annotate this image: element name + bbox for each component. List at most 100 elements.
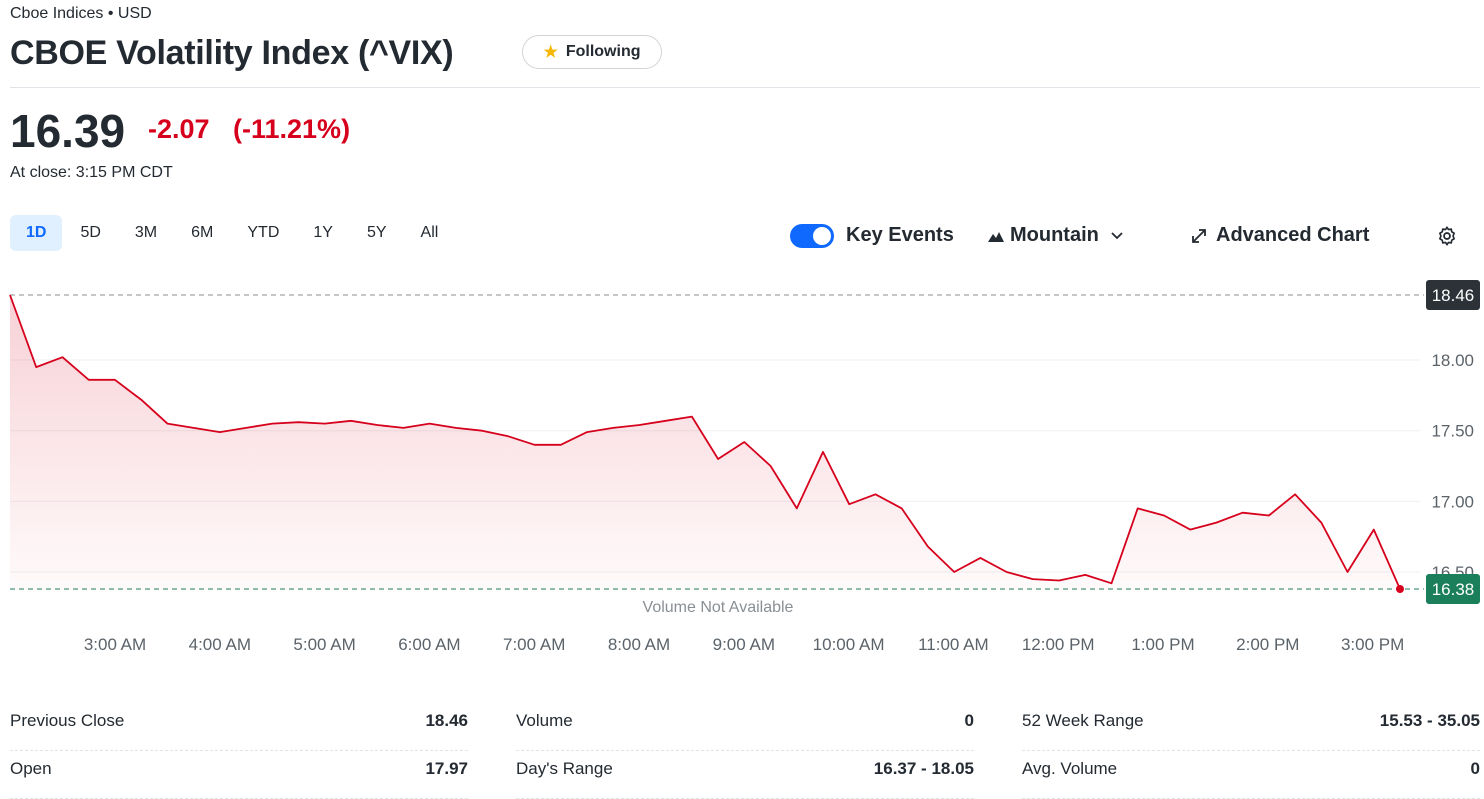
toggle-knob: [813, 227, 831, 245]
stat-label: Volume: [516, 711, 573, 730]
price-point: [1373, 529, 1375, 531]
range-tab-3m[interactable]: 3M: [134, 224, 158, 241]
key-events-label[interactable]: Key Events: [846, 224, 954, 246]
y-tick-label: 17.00: [1431, 492, 1474, 511]
settings-gear-icon[interactable]: [1436, 225, 1458, 247]
stat-value: 0: [1470, 759, 1480, 778]
y-tick-label: 17.50: [1431, 422, 1474, 441]
advanced-chart-button[interactable]: Advanced Chart: [1190, 224, 1369, 247]
stat-row: Volume 0: [516, 703, 974, 751]
x-tick-label: 6:00 AM: [398, 635, 460, 654]
price-point: [1137, 507, 1139, 509]
star-icon: ★: [543, 44, 558, 61]
price-point: [874, 493, 876, 495]
stat-label: Previous Close: [10, 711, 125, 730]
range-tab-6m[interactable]: 6M: [191, 224, 214, 241]
key-events-toggle[interactable]: [790, 224, 834, 248]
price-point: [35, 366, 37, 368]
stat-value: 17.97: [425, 759, 468, 778]
price-point: [927, 546, 929, 548]
price-point: [271, 423, 273, 425]
chart-type-dropdown[interactable]: Mountain: [988, 224, 1123, 247]
price-point: [717, 458, 719, 460]
price-point: [1189, 529, 1191, 531]
price-point: [61, 356, 63, 358]
chevron-down-icon: [1111, 231, 1123, 239]
price-point: [140, 399, 142, 401]
range-tab-5d[interactable]: 5D: [80, 224, 101, 241]
previous-close-tag-label: 18.46: [1432, 286, 1475, 305]
chart-type-label: Mountain: [1010, 224, 1099, 246]
exchange-label: Cboe Indices • USD: [10, 5, 152, 22]
stat-value: 18.46: [425, 711, 468, 730]
price-change: -2.07: [148, 114, 210, 144]
x-tick-label: 3:00 AM: [84, 635, 146, 654]
range-tab-5y[interactable]: 5Y: [366, 224, 387, 241]
price-point: [1084, 574, 1086, 576]
price-point: [1320, 522, 1322, 524]
following-button[interactable]: ★ Following: [522, 35, 662, 69]
stat-value: 15.53 - 35.05: [1379, 711, 1480, 730]
price-point: [9, 294, 11, 296]
price-point: [324, 423, 326, 425]
price-change-percent: (-11.21%): [233, 114, 351, 144]
last-price-tag-label: 16.38: [1432, 580, 1475, 599]
price-point: [507, 435, 509, 437]
price-line: [9, 294, 1401, 590]
price-point: [770, 465, 772, 467]
price-point: [297, 421, 299, 423]
price-point: [560, 444, 562, 446]
stat-value: 16.37 - 18.05: [873, 759, 974, 778]
stat-label: Day's Range: [516, 759, 613, 778]
price-point: [1111, 582, 1113, 584]
price-point: [1163, 515, 1165, 517]
x-tick-label: 8:00 AM: [608, 635, 670, 654]
price-point: [612, 427, 614, 429]
range-tab-1y[interactable]: 1Y: [313, 224, 333, 241]
price-point: [638, 424, 640, 426]
current-price: 16.39: [10, 105, 126, 157]
page-title: CBOE Volatility Index (^VIX): [10, 34, 454, 72]
price-point: [1294, 493, 1296, 495]
stat-label: Open: [10, 759, 52, 778]
range-tab-ytd[interactable]: YTD: [247, 224, 280, 241]
last-price-tag: [1426, 574, 1480, 604]
range-tabs: 1D 5D 3M 6M YTD 1Y 5Y All: [10, 215, 456, 251]
price-point: [376, 424, 378, 426]
range-tab-1d[interactable]: 1D: [10, 215, 63, 251]
stat-row: Avg. Volume 0: [1022, 751, 1480, 799]
advanced-chart-label: Advanced Chart: [1216, 224, 1370, 246]
y-tick-label: 18.00: [1431, 351, 1474, 370]
price-point: [1058, 580, 1060, 582]
price-point: [1268, 515, 1270, 517]
price-point: [481, 430, 483, 432]
price-point: [219, 431, 221, 433]
x-tick-label: 1:00 PM: [1131, 635, 1194, 654]
x-tick-label: 5:00 AM: [293, 635, 355, 654]
price-area: [10, 295, 1400, 590]
price-point: [743, 441, 745, 443]
price-point: [534, 444, 536, 446]
stat-value: 0: [964, 711, 974, 730]
divider: [10, 87, 1480, 88]
last-price-dot: [1396, 585, 1404, 593]
price-point: [822, 451, 824, 453]
price-point: [979, 557, 981, 559]
price-point: [1242, 512, 1244, 514]
stat-label: Avg. Volume: [1022, 759, 1118, 778]
price-point: [848, 503, 850, 505]
x-tick-label: 9:00 AM: [713, 635, 775, 654]
range-tab-all[interactable]: All: [420, 224, 439, 241]
previous-close-tag: [1426, 280, 1480, 310]
following-label: Following: [565, 43, 641, 60]
price-point: [1032, 578, 1034, 580]
stat-label: 52 Week Range: [1022, 711, 1144, 730]
price-point: [796, 507, 798, 509]
price-point: [166, 423, 168, 425]
price-point: [350, 420, 352, 422]
x-tick-label: 11:00 AM: [918, 635, 989, 654]
price-point: [1215, 522, 1217, 524]
x-tick-label: 7:00 AM: [503, 635, 565, 654]
stat-row: Day's Range 16.37 - 18.05: [516, 751, 974, 799]
